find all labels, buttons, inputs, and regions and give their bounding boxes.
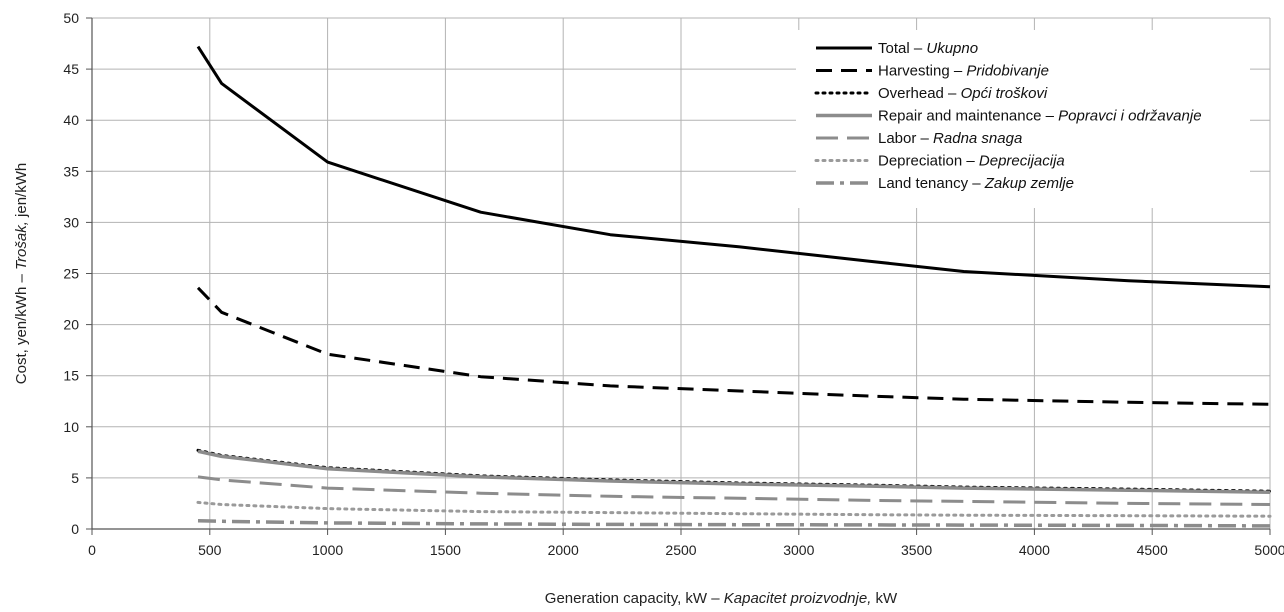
legend: Total – Ukupno Harvesting – Pridobivanje O… [796, 30, 1250, 208]
x-axis-label: Generation capacity, kW – Kapacitet proi… [545, 590, 898, 607]
series-line-6 [197, 519, 1271, 528]
series-line-5 [196, 500, 1272, 518]
legend-label-4: Labor – Radna snaga [878, 130, 1022, 147]
y-tick-label: 5 [71, 470, 79, 486]
series-lines [196, 45, 1272, 528]
legend-label-2: Overhead – Opći troškovi [878, 85, 1048, 102]
y-axis-label: Cost, yen/kWh – Trošak, jen/kWh [13, 163, 30, 384]
x-tick-label: 2000 [548, 542, 579, 558]
legend-label-0: Total – Ukupno [878, 40, 978, 57]
x-tick-label: 5000 [1254, 542, 1284, 558]
y-tick-label: 15 [63, 368, 79, 384]
x-tick-label: 3500 [901, 542, 932, 558]
y-tick-label: 20 [63, 317, 79, 333]
legend-label-6: Land tenancy – Zakup zemlje [878, 175, 1074, 192]
grid [92, 17, 1271, 529]
x-tick-label: 3000 [783, 542, 814, 558]
x-tick-label: 4500 [1137, 542, 1168, 558]
x-tick-label: 4000 [1019, 542, 1050, 558]
legend-label-1: Harvesting – Pridobivanje [878, 63, 1049, 80]
y-axis-ticks: 0 5 10 15 20 25 30 35 40 45 50 [63, 10, 92, 537]
y-tick-label: 50 [63, 10, 79, 26]
legend-label-3: Repair and maintenance – Popravci i održ… [878, 108, 1202, 125]
legend-label-5: Depreciation – Deprecijacija [878, 153, 1065, 170]
x-tick-label: 0 [88, 542, 96, 558]
x-tick-label: 2500 [665, 542, 696, 558]
y-tick-label: 40 [63, 112, 79, 128]
series-line-4 [197, 475, 1271, 506]
x-tick-label: 1000 [312, 542, 343, 558]
series-line-0 [196, 45, 1271, 289]
y-tick-label: 35 [63, 163, 79, 179]
series-line-3 [197, 449, 1271, 494]
x-tick-label: 1500 [430, 542, 461, 558]
x-tick-label: 500 [198, 542, 222, 558]
y-tick-label: 0 [71, 521, 79, 537]
legend-box [796, 30, 1250, 208]
x-axis-ticks: 0 500 1000 1500 2000 2500 3000 3500 4000 4500 5000 [88, 529, 1284, 558]
y-tick-label: 45 [63, 61, 79, 77]
y-tick-label: 25 [63, 266, 79, 282]
series-line-1 [196, 286, 1271, 406]
y-tick-label: 10 [63, 419, 79, 435]
y-tick-label: 30 [63, 214, 79, 230]
